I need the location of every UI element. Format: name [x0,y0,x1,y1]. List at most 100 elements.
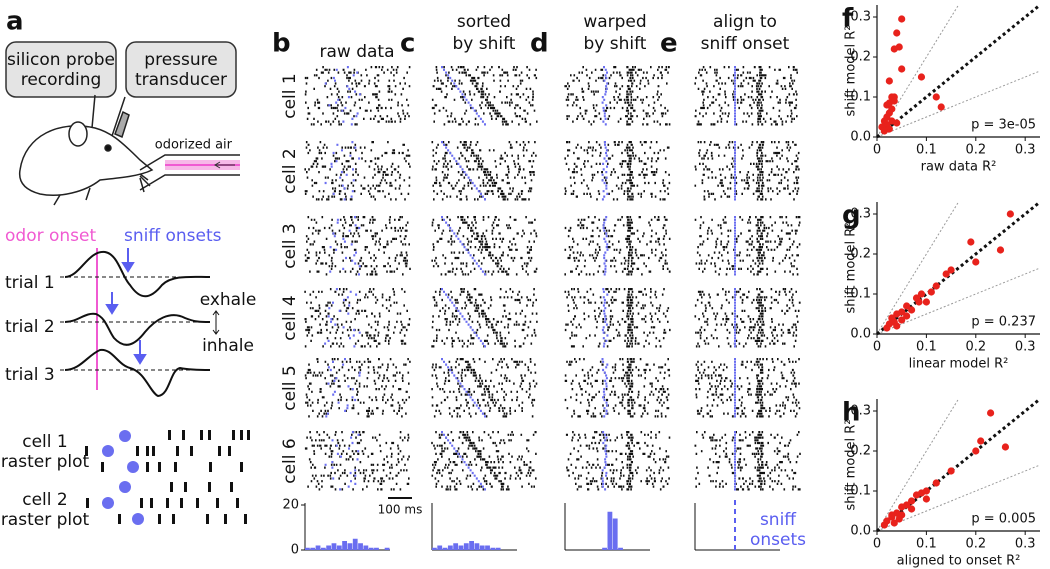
point [898,316,906,324]
spikes [431,216,538,276]
spikes [694,431,801,491]
sniff-arrows [105,248,147,365]
spikes [564,216,671,276]
sniff-onsets [441,288,486,348]
panel-title: raw data [319,42,394,62]
x-tick-label: 0.1 [916,340,937,355]
point [890,93,898,101]
hist-bar [469,541,474,550]
point [880,127,889,135]
hist-bar [618,547,623,550]
x-tick-label: 0 [873,143,881,158]
sniff-onsets [441,431,486,491]
point [895,43,903,51]
point [947,467,955,475]
spikes [304,66,411,126]
exhale-label: exhale [200,290,257,310]
hist-bar [463,543,469,550]
spikes [304,431,410,491]
y-tick-label: 0.2 [850,50,871,65]
box-text: transducer [135,70,227,90]
cell-label: cell 5 [280,365,300,410]
hist-bar [453,543,459,550]
point [893,119,901,127]
point [977,437,985,445]
hist-bar [442,547,448,550]
point [917,290,926,298]
point [987,409,995,417]
point [996,246,1005,254]
x-label: raw data R² [921,160,997,175]
point [932,479,940,487]
ref-line [876,70,1041,138]
spikes [694,216,801,276]
sniff-onsets [324,431,360,491]
sniff-onsets [601,431,608,491]
y-tick-label: 0.3 [850,207,871,222]
sniff-onsets [441,66,486,126]
point [932,282,940,290]
sniff-onsets [441,216,486,276]
point [903,312,911,320]
hist-bar [352,538,358,550]
trial-label: trial 3 [5,365,55,385]
hist-bar [363,545,369,550]
legend-text: onsets [750,530,806,550]
point [937,103,945,111]
y-tick-label: 0.1 [850,90,871,105]
point [903,302,911,310]
sniff-onsets [601,66,609,126]
y-tick-label: 0.1 [850,484,871,499]
hist-bar [305,547,310,550]
transducer-box [125,41,237,98]
sniff-onsets [329,216,361,276]
point [972,447,980,455]
hist-bar [310,547,316,550]
hist-bar [315,545,321,550]
annotation-box [974,115,1038,133]
point [883,324,891,332]
point [898,15,906,23]
probe-box [5,41,117,98]
point [972,258,980,266]
panel-title: align to [713,12,777,32]
point [893,310,901,318]
y-tick-label: 0.3 [850,10,871,25]
hist-bar [432,547,437,550]
point [898,503,906,511]
air-tube [139,154,240,191]
y-tick-label: 0.1 [850,287,871,302]
y-tick-label: 20 [282,498,299,513]
annotation: p = 0.237 [971,315,1036,330]
panel-label: a [6,7,24,37]
sniff-onset-label: sniff onsets [124,226,222,246]
point [915,298,923,306]
spikes [431,66,538,126]
ref-line [876,464,1041,532]
point [1001,443,1010,451]
sniff-onsets [324,66,361,126]
point [967,238,975,246]
y-tick-label: 0.0 [850,524,871,539]
box-text: silicon probe [7,50,115,70]
y-tick-label: 0.2 [850,444,871,459]
x-tick-label: 0.2 [965,340,986,355]
cell-label: cell 6 [280,438,300,483]
box-text: pressure [144,50,217,70]
x-tick-label: 0.2 [965,537,986,552]
cell-label: cell 2 [280,148,300,193]
x-tick-label: 0.1 [916,143,937,158]
sniff-onsets [441,141,486,201]
point [885,99,893,107]
raster-label: cell 1 [22,432,67,452]
hist-bar [602,547,607,550]
hist-bar [437,545,443,550]
point [917,73,926,81]
mini-raster [85,430,250,525]
panel-label: b [272,29,291,59]
sniff-onsets [601,358,609,418]
hist-bar [612,518,618,550]
panel-label: d [530,29,549,59]
y-label: shift model R² [844,25,859,116]
point [893,322,901,330]
